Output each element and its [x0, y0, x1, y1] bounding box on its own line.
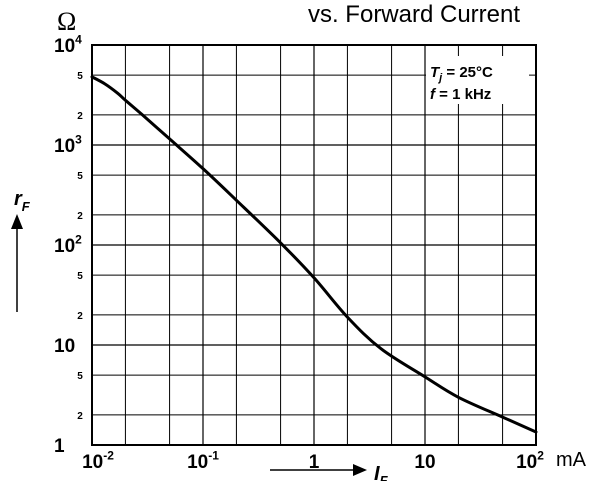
y-axis-label-base: r: [14, 188, 23, 210]
x-tick-label: 10-1: [187, 448, 219, 473]
curve-layer: [90, 75, 538, 434]
x-tick-label: 102: [516, 448, 544, 473]
x-tick-label: 10: [414, 452, 435, 473]
y-tick-label: 104: [54, 32, 82, 57]
y-minor-tick-label: 5: [77, 271, 83, 282]
y-minor-tick-label: 2: [77, 211, 83, 222]
annotation-line-2: f = 1 kHz: [430, 86, 491, 103]
plot-frame: [91, 44, 537, 446]
y-axis-arrow-head: [11, 214, 23, 229]
y-tick-label: 103: [54, 132, 82, 157]
annotation-box: Tj = 25°C f = 1 kHz: [426, 56, 529, 104]
y-unit-symbol: Ω: [57, 7, 76, 36]
y-tick-label: 102: [54, 232, 82, 257]
x-axis-label: IF: [270, 463, 389, 481]
chart-title: vs. Forward Current: [308, 1, 520, 28]
y-minor-tick-label: 2: [77, 311, 83, 322]
y-tick-label: 1: [54, 436, 65, 457]
y-minor-tick-label: 2: [77, 411, 83, 422]
y-minor-tick-label: 2: [77, 111, 83, 122]
x-axis-arrow-head: [353, 464, 367, 476]
tick-labels: 1 10 102 103 104 2 5 2 5 2 5 2 5 10-2 10-1 1 10 102: [54, 32, 544, 473]
y-axis-label: rF: [11, 188, 31, 312]
grid: [91, 44, 537, 446]
x-unit: mA: [556, 449, 587, 471]
svg-text:IF: IF: [374, 463, 389, 481]
annotation-tj-rest: = 25°C: [442, 64, 493, 81]
x-tick-label: 1: [309, 452, 320, 473]
y-axis-label-sub: F: [22, 199, 31, 214]
annotation-line-1: Tj = 25°C: [430, 64, 493, 84]
x-tick-label: 10-2: [82, 448, 114, 473]
x-axis-label-sub: F: [380, 473, 389, 481]
y-minor-tick-label: 5: [77, 71, 83, 82]
x-axis-label-base: I: [374, 463, 380, 481]
y-minor-tick-label: 5: [77, 171, 83, 182]
y-minor-tick-label: 5: [77, 371, 83, 382]
annotation-f-rest: = 1 kHz: [435, 86, 491, 103]
annotation-tj-base: T: [430, 64, 441, 81]
svg-text:rF: rF: [14, 188, 31, 214]
annotation-f-base: f: [430, 86, 437, 103]
series-line: [90, 75, 538, 434]
y-tick-label: 10: [54, 336, 75, 357]
annotation-box-bg: [426, 56, 529, 104]
annotation-tj-sub: j: [437, 72, 443, 84]
